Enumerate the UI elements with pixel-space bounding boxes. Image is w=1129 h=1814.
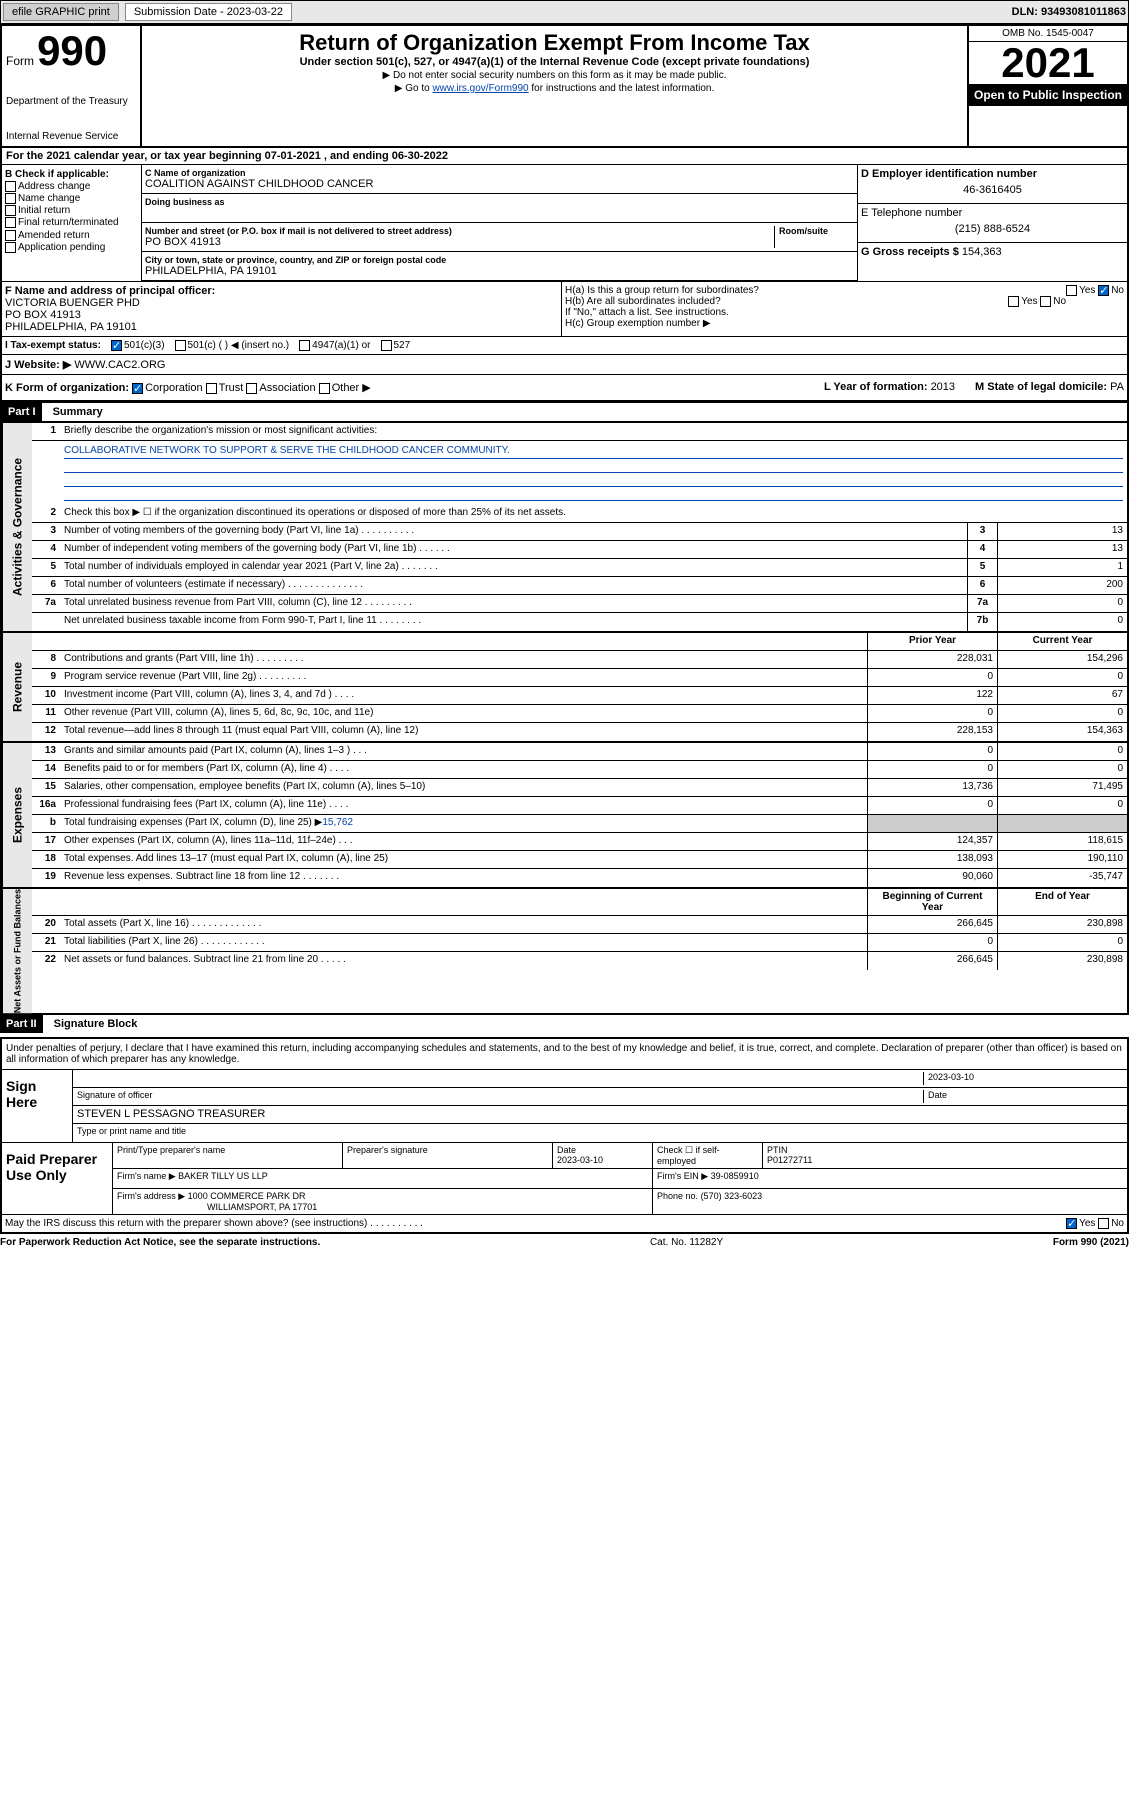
website-value: WWW.CAC2.ORG: [74, 359, 165, 371]
dln-label: DLN: 93493081011863: [1012, 6, 1126, 18]
vtab-netassets: Net Assets or Fund Balances: [2, 889, 32, 1013]
officer-name: VICTORIA BUENGER PHD: [5, 297, 558, 309]
form-number: 990: [37, 27, 107, 74]
efile-button[interactable]: efile GRAPHIC print: [3, 3, 119, 21]
expenses-section: Expenses 13Grants and similar amounts pa…: [0, 743, 1129, 889]
officer-addr2: PHILADELPHIA, PA 19101: [5, 321, 558, 333]
website-row: J Website: ▶ WWW.CAC2.ORG: [0, 355, 1129, 375]
open-public: Open to Public Inspection: [969, 84, 1127, 106]
sig-intro: Under penalties of perjury, I declare th…: [2, 1039, 1127, 1069]
ein-label: D Employer identification number: [861, 168, 1124, 180]
part1-header: Part I: [2, 403, 42, 421]
org-name: COALITION AGAINST CHILDHOOD CANCER: [145, 178, 854, 190]
ha-label: H(a) Is this a group return for subordin…: [565, 285, 1124, 296]
check-app: Application pending: [5, 242, 138, 253]
check-amend: Amended return: [5, 230, 138, 241]
check-init: Initial return: [5, 205, 138, 216]
form-word: Form: [6, 54, 34, 68]
officer-label: F Name and address of principal officer:: [5, 285, 558, 297]
form-header: Form 990 Department of the Treasury Inte…: [0, 24, 1129, 148]
addr-label: Number and street (or P.O. box if mail i…: [145, 226, 774, 236]
form-subtitle: Under section 501(c), 527, or 4947(a)(1)…: [146, 56, 963, 68]
form-title: Return of Organization Exempt From Incom…: [146, 30, 963, 56]
status-row: I Tax-exempt status: 501(c)(3) 501(c) ( …: [0, 337, 1129, 355]
hc-label: H(c) Group exemption number ▶: [565, 318, 1124, 329]
irs-link[interactable]: www.irs.gov/Form990: [432, 83, 528, 94]
irs-label: Internal Revenue Service: [6, 131, 136, 142]
org-address: PO BOX 41913: [145, 236, 774, 248]
part2-title: Signature Block: [46, 1018, 138, 1030]
tel-value: (215) 888-6524: [861, 219, 1124, 239]
dept-treasury: Department of the Treasury: [6, 96, 136, 107]
vtab-activities: Activities & Governance: [2, 423, 32, 631]
org-city: PHILADELPHIA, PA 19101: [145, 265, 854, 277]
check-name: Name change: [5, 193, 138, 204]
gross-label: G Gross receipts $: [861, 246, 959, 258]
top-toolbar: efile GRAPHIC print Submission Date - 20…: [0, 0, 1129, 24]
part1-title: Summary: [45, 406, 103, 418]
submission-date: Submission Date - 2023-03-22: [125, 3, 292, 21]
signature-block: Under penalties of perjury, I declare th…: [0, 1037, 1129, 1234]
tel-label: E Telephone number: [861, 207, 1124, 219]
tax-year: 2021: [969, 42, 1127, 84]
check-addr: Address change: [5, 181, 138, 192]
link-note: ▶ Go to www.irs.gov/Form990 for instruct…: [146, 83, 963, 94]
ein-value: 46-3616405: [861, 180, 1124, 200]
room-label: Room/suite: [779, 226, 854, 236]
dba-label: Doing business as: [145, 197, 854, 207]
officer-row: F Name and address of principal officer:…: [0, 282, 1129, 337]
gross-value: 154,363: [962, 246, 1002, 258]
ssn-note: ▶ Do not enter social security numbers o…: [146, 70, 963, 81]
city-label: City or town, state or province, country…: [145, 255, 854, 265]
check-final: Final return/terminated: [5, 217, 138, 228]
paid-preparer-label: Paid Preparer Use Only: [2, 1143, 112, 1214]
officer-addr1: PO BOX 41913: [5, 309, 558, 321]
revenue-section: Revenue Prior YearCurrent Year 8Contribu…: [0, 633, 1129, 743]
org-name-label: C Name of organization: [145, 168, 854, 178]
kform-row: K Form of organization: Corporation Trus…: [0, 375, 1129, 401]
line-a: For the 2021 calendar year, or tax year …: [0, 148, 1129, 165]
netassets-section: Net Assets or Fund Balances Beginning of…: [0, 889, 1129, 1015]
part2-header: Part II: [0, 1015, 43, 1033]
vtab-expenses: Expenses: [2, 743, 32, 887]
entity-block: B Check if applicable: Address change Na…: [0, 165, 1129, 282]
activities-section: Activities & Governance 1Briefly describ…: [0, 421, 1129, 633]
paperwork-notice: For Paperwork Reduction Act Notice, see …: [0, 1234, 1129, 1251]
vtab-revenue: Revenue: [2, 633, 32, 741]
check-header: B Check if applicable:: [5, 169, 138, 180]
mission-text: COLLABORATIVE NETWORK TO SUPPORT & SERVE…: [64, 445, 1123, 459]
hb-label: H(b) Are all subordinates included? Yes …: [565, 296, 1124, 307]
discuss-row: May the IRS discuss this return with the…: [2, 1214, 1127, 1232]
hb-note: If "No," attach a list. See instructions…: [565, 307, 1124, 318]
sign-here-label: Sign Here: [2, 1070, 72, 1142]
